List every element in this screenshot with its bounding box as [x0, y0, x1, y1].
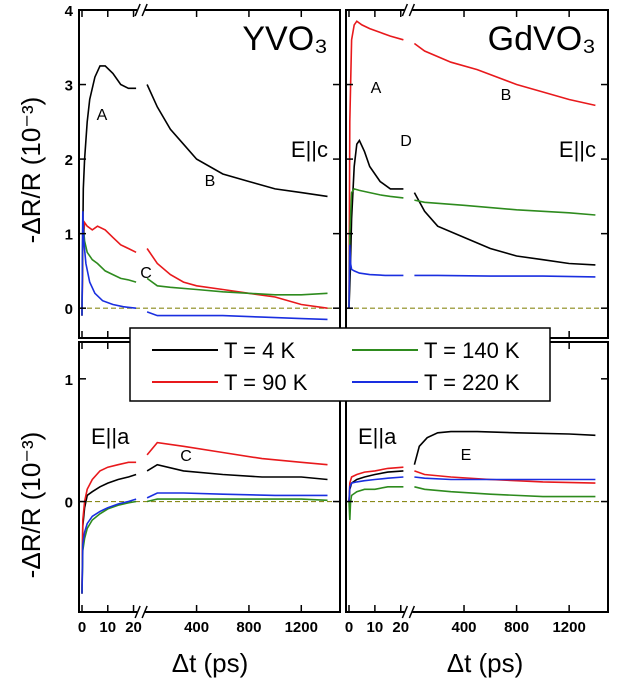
curve-annotation-c: C: [140, 265, 152, 282]
polarization-label: E||a: [358, 424, 397, 449]
y-tick-label: 2: [65, 152, 73, 169]
axis-break-mark: [134, 3, 141, 17]
series-line-t4-short: [348, 138, 404, 309]
x-tick-label: 1200: [552, 619, 585, 636]
y-axis-label-top: -ΔR/R (10⁻³): [16, 97, 46, 244]
curve-annotation-d: D: [400, 133, 412, 150]
x-tick-label: 0: [78, 619, 86, 636]
legend-label-t140: T = 140 K: [424, 338, 520, 363]
curve-annotation-e: E: [461, 447, 472, 464]
series-line-t140-long: [146, 498, 328, 503]
axis-break-mark: [141, 605, 148, 619]
series-line-t4-long: [146, 84, 328, 198]
series-line-t90-short: [348, 466, 404, 502]
axis-break-mark: [408, 605, 416, 619]
series-line-t220-long: [414, 476, 596, 481]
y-tick-label: 3: [65, 78, 73, 95]
polarization-label: E||c: [291, 137, 328, 162]
panel-bottom-right: 0 10 20 400 800 1200 E||a E: [345, 335, 609, 636]
panel-top-left: 0 1 2 3 4 YVO₃ E||c A B C: [65, 3, 341, 345]
curve-annotation-b: B: [501, 87, 512, 104]
series-line-t90-long: [146, 441, 328, 466]
x-tick-label: 10: [99, 619, 116, 636]
curve-annotation-a: A: [371, 80, 382, 97]
axis-break-mark: [401, 3, 409, 17]
material-title: GdVO₃: [488, 20, 596, 58]
polarization-label: E||a: [91, 424, 130, 449]
x-tick-label: 10: [367, 619, 384, 636]
y-tick-label: 1: [65, 227, 73, 244]
panel-top-right: GdVO₃ E||c A B D: [345, 3, 609, 345]
plot-frame: [345, 9, 609, 339]
x-tick-label: 400: [452, 619, 477, 636]
series-line-t140-short: [81, 500, 137, 594]
x-tick-label: 1200: [285, 619, 318, 636]
series-line-t220-short: [348, 244, 404, 309]
series-line-t4-short: [81, 473, 137, 594]
material-title: YVO₃: [242, 20, 328, 58]
series-line-t90-long: [413, 42, 596, 107]
x-tick-label: 0: [345, 619, 353, 636]
series-line-t220-short: [81, 498, 137, 594]
x-axis-label-right: Δt (ps): [447, 648, 524, 678]
x-tick-label: 20: [125, 619, 142, 636]
axis-break-mark: [141, 3, 148, 17]
polarization-label: E||c: [559, 137, 596, 162]
series-line-t220-short: [81, 211, 137, 316]
y-tick-label: 1: [65, 372, 73, 389]
legend-box: [129, 327, 551, 402]
series-line-t140-long: [414, 199, 596, 216]
curve-annotation-a: A: [97, 107, 108, 124]
series-line-t4-short: [81, 65, 137, 316]
y-tick-label: 0: [65, 301, 73, 318]
x-axis-label-left: Δt (ps): [172, 648, 249, 678]
curve-annotation-c: C: [180, 448, 192, 465]
legend: T = 4 K T = 140 K T = 90 K T = 220 K: [129, 327, 551, 402]
series-line-t140-short: [348, 485, 404, 521]
series-line-t140-long: [414, 486, 596, 498]
series-line-t4-long: [146, 463, 328, 481]
series-line-t90-short: [81, 220, 137, 316]
series-line-t220-long: [414, 274, 596, 278]
x-tick-label: 20: [392, 619, 409, 636]
legend-label-t220: T = 220 K: [424, 370, 520, 395]
x-tick-label: 800: [504, 619, 529, 636]
axis-break-mark: [401, 605, 409, 619]
series-line-t220-long: [146, 492, 328, 499]
series-line-t90-short: [81, 461, 137, 594]
legend-label-t90: T = 90 K: [224, 370, 308, 395]
axis-break-mark: [408, 3, 416, 17]
axis-break-mark: [134, 605, 141, 619]
y-axis-label-bottom: -ΔR/R (10⁻³): [16, 432, 46, 579]
series-line-t4-long: [413, 430, 596, 465]
series-line-t140-short: [348, 187, 404, 309]
series-line-t4-long: [413, 192, 596, 266]
series-line-t90-long: [414, 470, 596, 484]
series-line-t220-long: [146, 311, 328, 321]
series-line-t220-short: [348, 476, 404, 502]
y-tick-label: 0: [65, 495, 73, 512]
legend-label-t4: T = 4 K: [224, 338, 295, 363]
y-tick-label: 4: [65, 3, 74, 20]
series-line-t90-long: [146, 248, 328, 309]
x-tick-label: 800: [236, 619, 261, 636]
series-line-t90-short: [348, 20, 404, 309]
curve-annotation-b: B: [205, 173, 216, 190]
series-line-t140-long: [146, 277, 328, 296]
x-tick-label: 400: [184, 619, 209, 636]
